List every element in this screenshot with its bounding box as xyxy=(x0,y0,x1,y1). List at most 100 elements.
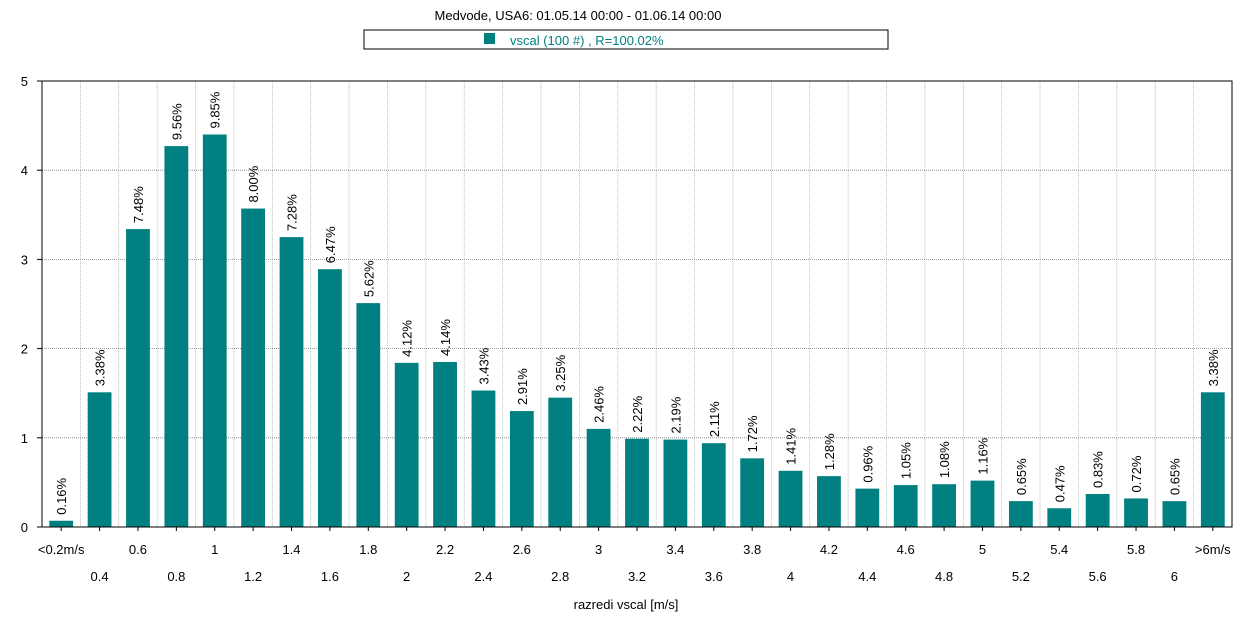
x-tick-label: 1 xyxy=(211,542,218,557)
data-label: 2.91% xyxy=(515,368,530,405)
legend-series-label: vscal (100 #) , R=100.02% xyxy=(510,33,664,48)
data-labels-layer: 0.16% 3.38% 7.48% 9.56% 9.85% 8.00% 7.28% 6.47%… xyxy=(54,91,1221,515)
data-label: 7.48% xyxy=(131,186,146,223)
bar xyxy=(1124,498,1148,527)
bar xyxy=(625,438,649,527)
bar xyxy=(548,397,573,527)
bar xyxy=(778,470,803,527)
data-label: 3.38% xyxy=(93,349,108,386)
x-tick-label: 6 xyxy=(1171,569,1178,584)
x-tick-label: 5.2 xyxy=(1012,569,1030,584)
x-tick-label: 4 xyxy=(787,569,794,584)
grid-layer xyxy=(42,81,1232,527)
y-tick-label: 0 xyxy=(21,520,28,535)
data-label: 0.65% xyxy=(1014,458,1029,495)
bar xyxy=(1162,501,1187,527)
data-label: 0.96% xyxy=(860,445,875,482)
x-tick-label: 0.6 xyxy=(129,542,147,557)
bars-layer xyxy=(49,134,1225,527)
data-label: 1.41% xyxy=(784,428,799,465)
x-tick-label: 5 xyxy=(979,542,986,557)
x-tick-label: 2.4 xyxy=(474,569,492,584)
data-label: 9.56% xyxy=(169,103,184,140)
bar xyxy=(586,428,611,527)
bar xyxy=(663,439,688,527)
x-tick-label: 1.6 xyxy=(321,569,339,584)
data-label: 2.22% xyxy=(630,395,645,432)
x-tick-label: 4.6 xyxy=(897,542,915,557)
data-label: 1.28% xyxy=(822,433,837,470)
x-tick-label: 1.4 xyxy=(282,542,300,557)
bar xyxy=(817,476,841,527)
x-tick-label: 3.4 xyxy=(666,542,684,557)
x-tick-label: 3.2 xyxy=(628,569,646,584)
x-tick-label: 1.8 xyxy=(359,542,377,557)
data-label: 5.62% xyxy=(361,260,376,297)
x-tick-label: 2.8 xyxy=(551,569,569,584)
x-tick-label: 0.8 xyxy=(167,569,185,584)
bar xyxy=(1200,392,1225,527)
bar xyxy=(394,362,419,527)
data-label: 0.72% xyxy=(1129,455,1144,492)
bar xyxy=(164,146,189,527)
data-label: 2.46% xyxy=(592,386,607,423)
x-tick-label: 5.8 xyxy=(1127,542,1145,557)
data-label: 1.16% xyxy=(975,437,990,474)
data-label: 0.83% xyxy=(1091,451,1106,488)
bar xyxy=(701,443,726,527)
bar xyxy=(740,458,765,527)
bar xyxy=(318,269,342,527)
chart-title: Medvode, USA6: 01.05.14 00:00 - 01.06.14… xyxy=(435,8,722,23)
data-label: 9.85% xyxy=(208,91,223,128)
data-label: 1.08% xyxy=(937,441,952,478)
x-tick-label: 1.2 xyxy=(244,569,262,584)
x-tick-label: 2.2 xyxy=(436,542,454,557)
data-label: 7.28% xyxy=(285,194,300,231)
y-tick-label: 3 xyxy=(21,252,28,267)
data-label: 8.00% xyxy=(246,165,261,202)
x-tick-label: 3 xyxy=(595,542,602,557)
data-label: 3.43% xyxy=(476,347,491,384)
x-tick-label: 5.4 xyxy=(1050,542,1068,557)
bar xyxy=(49,520,74,527)
data-label: 3.25% xyxy=(553,354,568,391)
x-tick-label: 0.4 xyxy=(91,569,109,584)
x-tick-label: <0.2m/s xyxy=(38,542,85,557)
y-tick-label: 2 xyxy=(21,342,28,357)
x-tick-label: 2 xyxy=(403,569,410,584)
bar xyxy=(356,303,381,527)
x-tick-label: >6m/s xyxy=(1195,542,1231,557)
bar xyxy=(433,361,457,527)
data-label: 2.11% xyxy=(707,401,722,437)
x-tick-label: 3.6 xyxy=(705,569,723,584)
data-label: 0.47% xyxy=(1052,465,1067,502)
x-tick-label: 3.8 xyxy=(743,542,761,557)
legend: vscal (100 #) , R=100.02% xyxy=(363,29,889,50)
bar xyxy=(87,392,112,527)
data-label: 0.16% xyxy=(54,477,69,514)
data-label: 0.65% xyxy=(1167,458,1182,495)
bar xyxy=(509,411,534,527)
data-label: 3.38% xyxy=(1206,349,1221,386)
bar xyxy=(1047,508,1072,527)
x-axis-label: razredi vscal [m/s] xyxy=(574,597,679,612)
axes-layer: 012345<0.2m/s0.40.60.811.21.41.61.822.22… xyxy=(21,74,1233,584)
bar xyxy=(126,229,150,527)
y-tick-label: 4 xyxy=(21,163,28,178)
bar xyxy=(241,208,266,527)
bar xyxy=(970,480,995,527)
x-tick-label: 4.2 xyxy=(820,542,838,557)
bar xyxy=(279,237,304,527)
x-tick-label: 4.4 xyxy=(858,569,876,584)
bar xyxy=(855,488,880,527)
data-label: 2.19% xyxy=(668,396,683,433)
y-tick-label: 5 xyxy=(21,74,28,89)
bar xyxy=(932,484,956,527)
legend-swatch xyxy=(484,33,495,44)
bar xyxy=(893,485,918,527)
data-label: 6.47% xyxy=(323,226,338,263)
bar xyxy=(1085,493,1110,527)
x-tick-label: 5.6 xyxy=(1089,569,1107,584)
